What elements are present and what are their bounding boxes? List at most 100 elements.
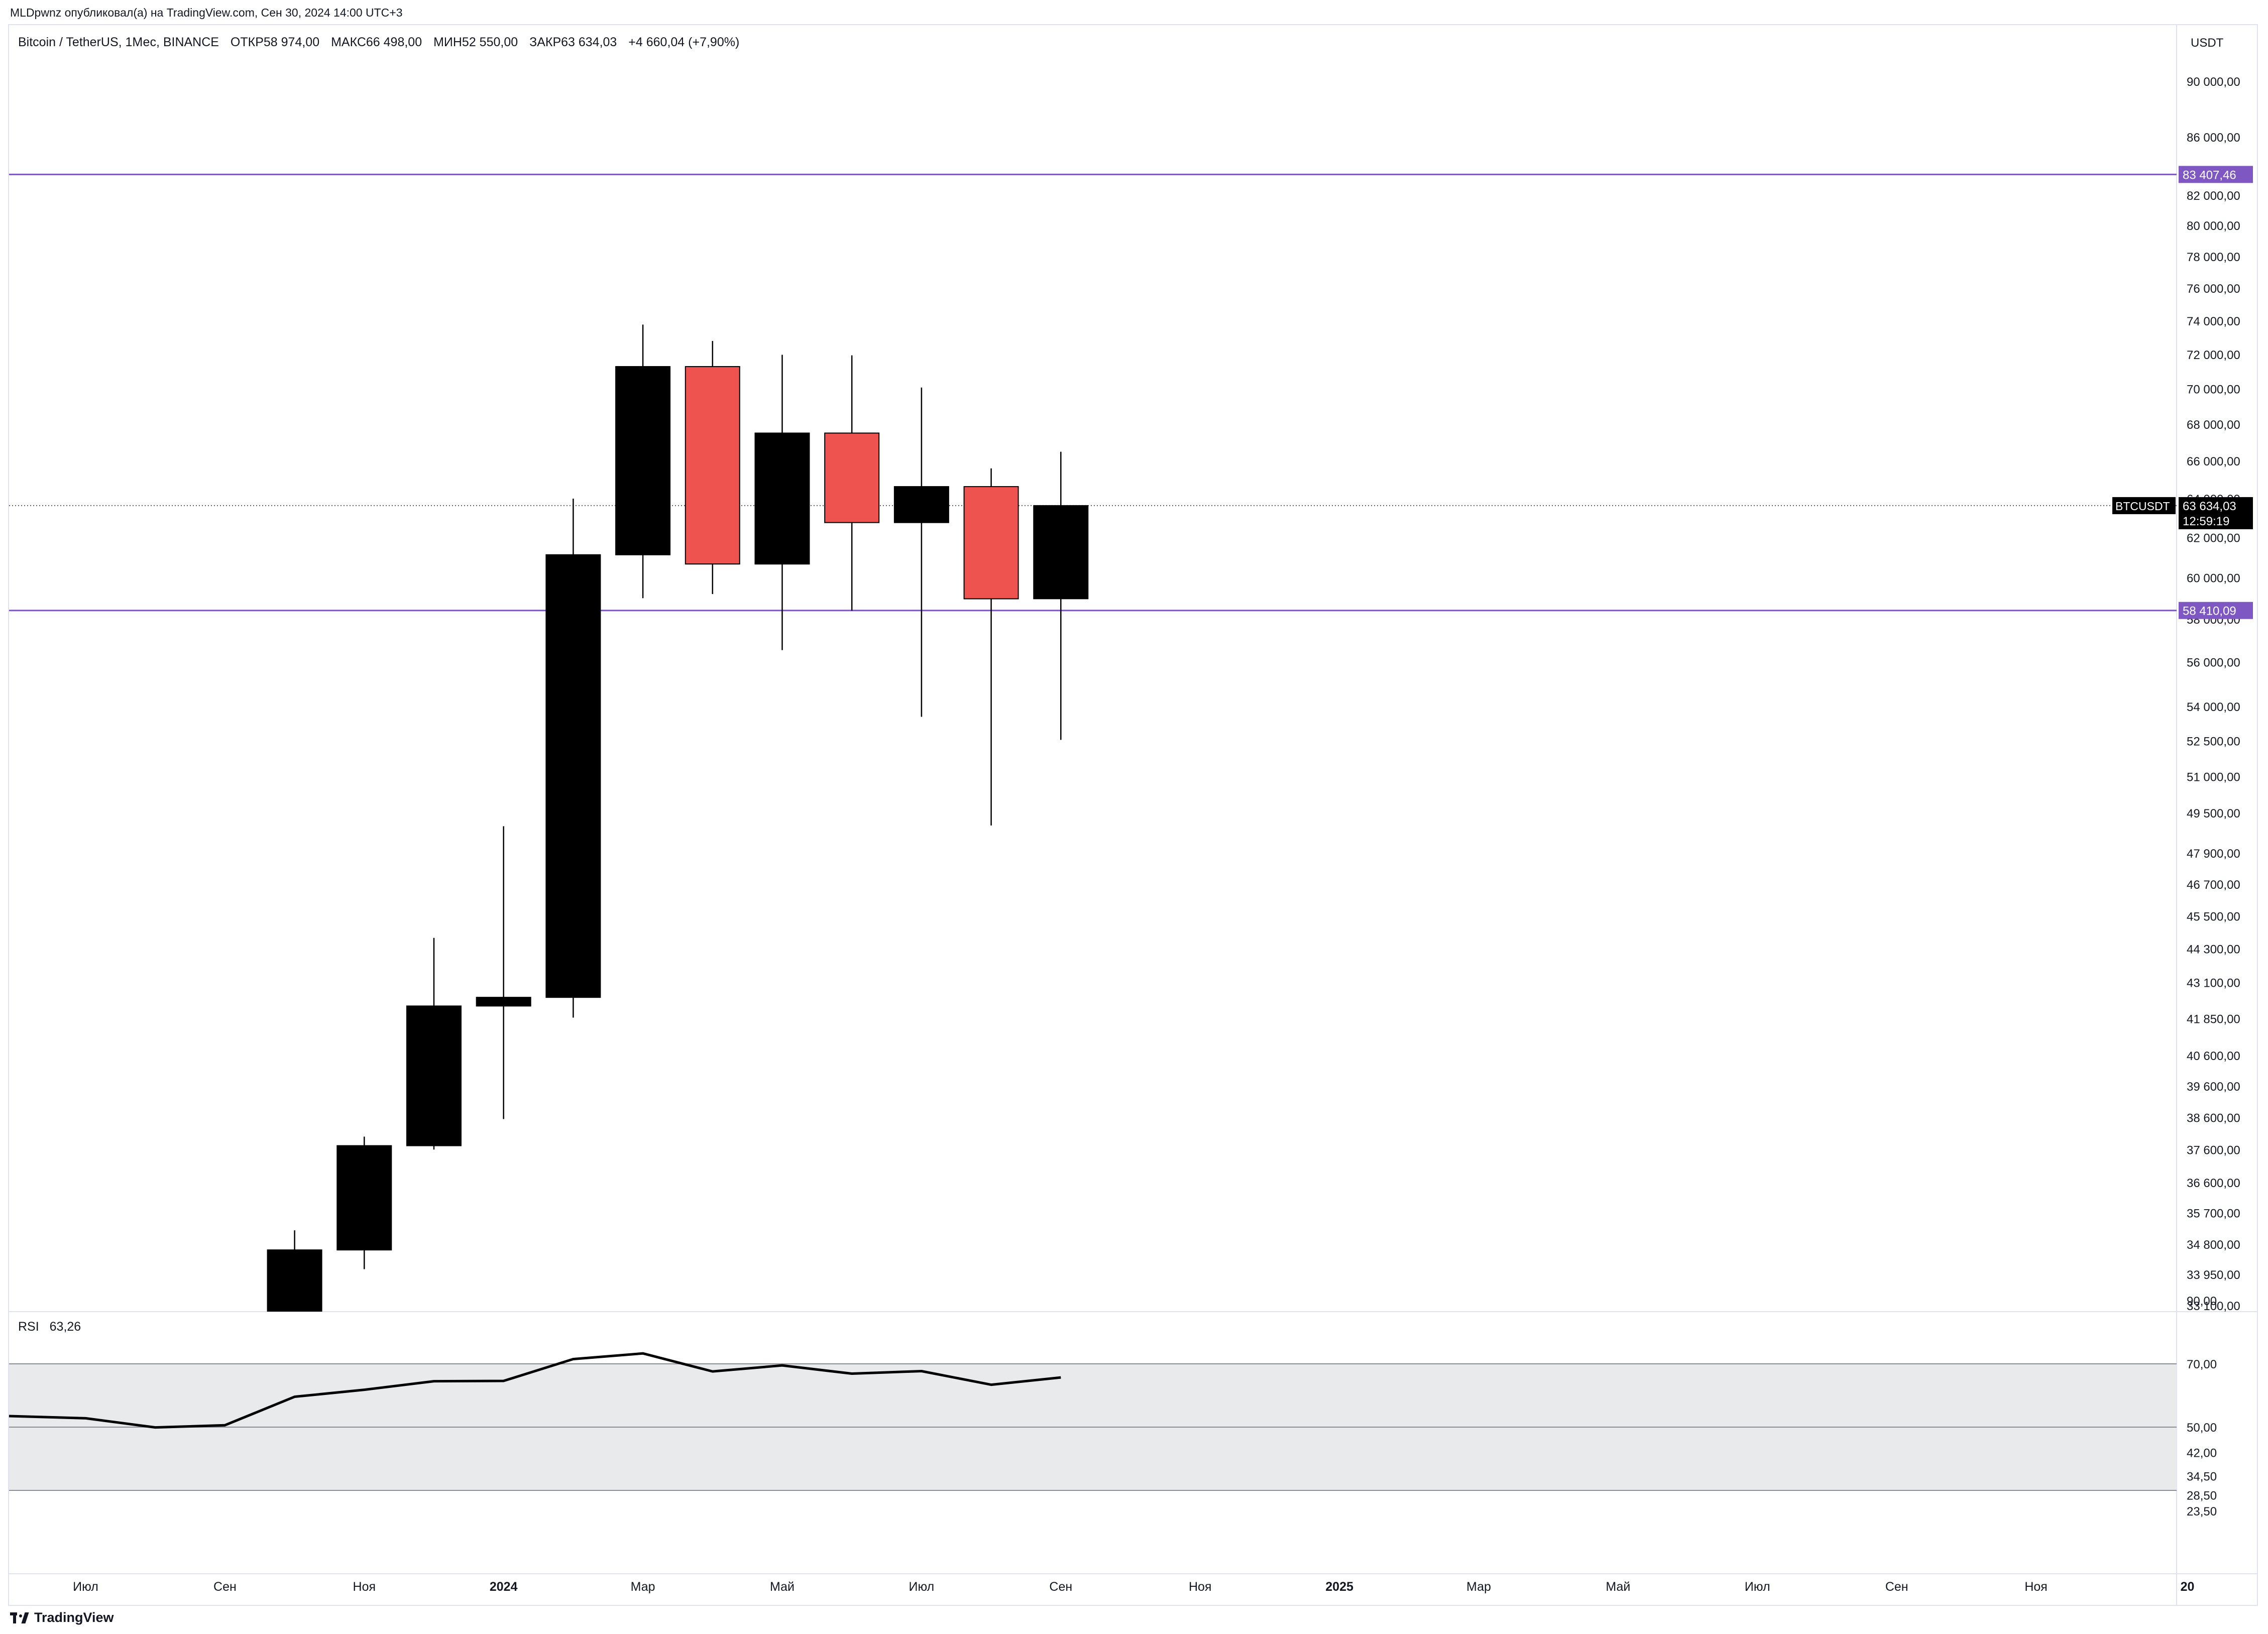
rsi-line-layer <box>9 1352 1061 1429</box>
candle[interactable] <box>615 324 671 599</box>
candle[interactable] <box>754 355 810 650</box>
publisher-caption: MLDpwnz опубликовал(а) на TradingView.co… <box>10 6 403 19</box>
price-tick-label: 49 500,00 <box>2187 807 2240 821</box>
candle-body-up <box>406 1005 462 1146</box>
price-tick-label: 56 000,00 <box>2187 656 2240 669</box>
candle-body-up <box>1033 505 1089 600</box>
price-tick-label: 68 000,00 <box>2187 418 2240 432</box>
price-tick-label: 37 600,00 <box>2187 1143 2240 1157</box>
candle[interactable] <box>476 826 531 1119</box>
candle-body-down <box>824 432 880 523</box>
price-tick-label: 38 600,00 <box>2187 1111 2240 1125</box>
current-price-badge <box>2179 497 2253 529</box>
level-lines-layer <box>9 173 2177 612</box>
candle[interactable] <box>267 1230 322 1576</box>
time-axis: Июл Сен Ноя 2024 Мар Май Июл Сен Ноя 2025 Мар Май Ию… <box>73 1580 2194 1594</box>
price-tick-label: 74 000,00 <box>2187 315 2240 328</box>
tradingview-brand: TradingView <box>34 1610 114 1625</box>
candles-layer <box>267 324 1089 1576</box>
time-tick-label: 2024 <box>490 1580 518 1594</box>
price-axis: 90 000,00 86 000,00 82 000,00 80 000,00 78 0… <box>2187 75 2240 1519</box>
price-tick-label: 41 850,00 <box>2187 1012 2240 1026</box>
time-tick-label: 20 <box>2181 1580 2195 1594</box>
candle-body-up <box>754 432 810 565</box>
candle-body-down <box>963 486 1019 600</box>
symbol-legend: Bitcoin / TetherUS, 1Мес, BINANCE ОТКР58… <box>18 35 747 50</box>
price-tick-label: 45 500,00 <box>2187 910 2240 923</box>
price-tick-label: 54 000,00 <box>2187 701 2240 714</box>
price-tick-label: 86 000,00 <box>2187 131 2240 145</box>
level-price-badge <box>2179 166 2253 183</box>
legend-change: +4 660,04 (+7,90%) <box>628 35 740 49</box>
candle[interactable] <box>963 468 1019 826</box>
time-tick-label: Ноя <box>1189 1580 1212 1594</box>
level-price-badge <box>2179 602 2253 619</box>
candle[interactable] <box>1033 451 1089 740</box>
rsi-tick-label: 90,00 <box>2187 1295 2217 1308</box>
candle-body-up <box>336 1145 392 1251</box>
rsi-tick-label: 42,00 <box>2187 1446 2217 1460</box>
time-tick-label: Ноя <box>353 1580 376 1594</box>
legend-symbol[interactable]: Bitcoin / TetherUS, 1Мес, BINANCE <box>18 35 219 49</box>
rsi-tick-label: 34,50 <box>2187 1470 2217 1484</box>
price-tick-label: 76 000,00 <box>2187 282 2240 296</box>
time-tick-label: 2025 <box>1325 1580 1353 1594</box>
rsi-legend: RSI 63,26 <box>18 1320 88 1334</box>
tradingview-logo-icon <box>10 1612 30 1623</box>
price-tick-label: 70 000,00 <box>2187 383 2240 397</box>
bar-countdown-text: 12:59:19 <box>2183 515 2229 528</box>
tradingview-logo[interactable]: TradingView <box>10 1610 114 1625</box>
rsi-legend-label[interactable]: RSI <box>18 1320 39 1334</box>
time-tick-label: Ноя <box>2024 1580 2048 1594</box>
price-tick-label: 80 000,00 <box>2187 219 2240 233</box>
candle[interactable] <box>685 340 740 594</box>
time-tick-label: Мар <box>631 1580 655 1594</box>
price-tick-label: 62 000,00 <box>2187 531 2240 545</box>
price-tick-label: 35 700,00 <box>2187 1207 2240 1221</box>
time-tick-label: Июл <box>73 1580 98 1594</box>
time-tick-label: Май <box>1606 1580 1630 1594</box>
rsi-tick-label: 28,50 <box>2187 1489 2217 1502</box>
time-tick-label: Сен <box>213 1580 237 1594</box>
price-tick-label: 51 000,00 <box>2187 770 2240 784</box>
price-tick-label: 46 700,00 <box>2187 878 2240 892</box>
price-tick-label: 34 800,00 <box>2187 1238 2240 1252</box>
price-tick-label: 33 100,00 <box>2187 1300 2240 1313</box>
symbol-badge-text: BTCUSDT <box>2115 500 2170 513</box>
candle-body-up <box>545 554 601 998</box>
price-tick-label: 90 000,00 <box>2187 75 2240 89</box>
price-tick-label: 60 000,00 <box>2187 571 2240 585</box>
candle-body-down <box>685 366 740 565</box>
candle-body-up <box>615 366 671 555</box>
level-price-badge-text: 58 410,09 <box>2183 605 2236 618</box>
price-tick-label: 47 900,00 <box>2187 847 2240 861</box>
rsi-tick-label: 70,00 <box>2187 1358 2217 1371</box>
rsi-line[interactable] <box>9 1352 1061 1429</box>
candle[interactable] <box>824 355 880 611</box>
price-tick-label: 33 950,00 <box>2187 1268 2240 1282</box>
price-tick-label: 44 300,00 <box>2187 943 2240 957</box>
candle[interactable] <box>893 387 949 717</box>
price-tick-label: 39 600,00 <box>2187 1080 2240 1094</box>
legend-open: ОТКР58 974,00 <box>230 35 320 49</box>
price-tick-label: 36 600,00 <box>2187 1177 2240 1190</box>
legend-close: ЗАКР63 634,03 <box>529 35 617 49</box>
symbol-badge <box>2112 497 2176 514</box>
rsi-tick-label: 50,00 <box>2187 1421 2217 1435</box>
level-price-badge-text: 83 407,46 <box>2183 168 2236 182</box>
candle[interactable] <box>545 498 601 1018</box>
legend-low: МИН52 550,00 <box>433 35 518 49</box>
currency-button[interactable]: USDT <box>2191 36 2224 50</box>
candle[interactable] <box>406 938 462 1150</box>
price-tick-label: 40 600,00 <box>2187 1049 2240 1063</box>
price-tick-label: 78 000,00 <box>2187 251 2240 264</box>
chart-frame <box>8 24 2258 1606</box>
time-tick-label: Сен <box>1885 1580 1908 1594</box>
price-tick-label: 72 000,00 <box>2187 348 2240 362</box>
time-tick-label: Сен <box>1049 1580 1072 1594</box>
candle-body-up <box>476 997 531 1007</box>
price-tick-label: 52 500,00 <box>2187 735 2240 749</box>
candle[interactable] <box>336 1136 392 1269</box>
price-badges-layer: 83 407,46 58 410,09 BTCUSDT 63 634,03 12:59:… <box>2112 166 2253 619</box>
